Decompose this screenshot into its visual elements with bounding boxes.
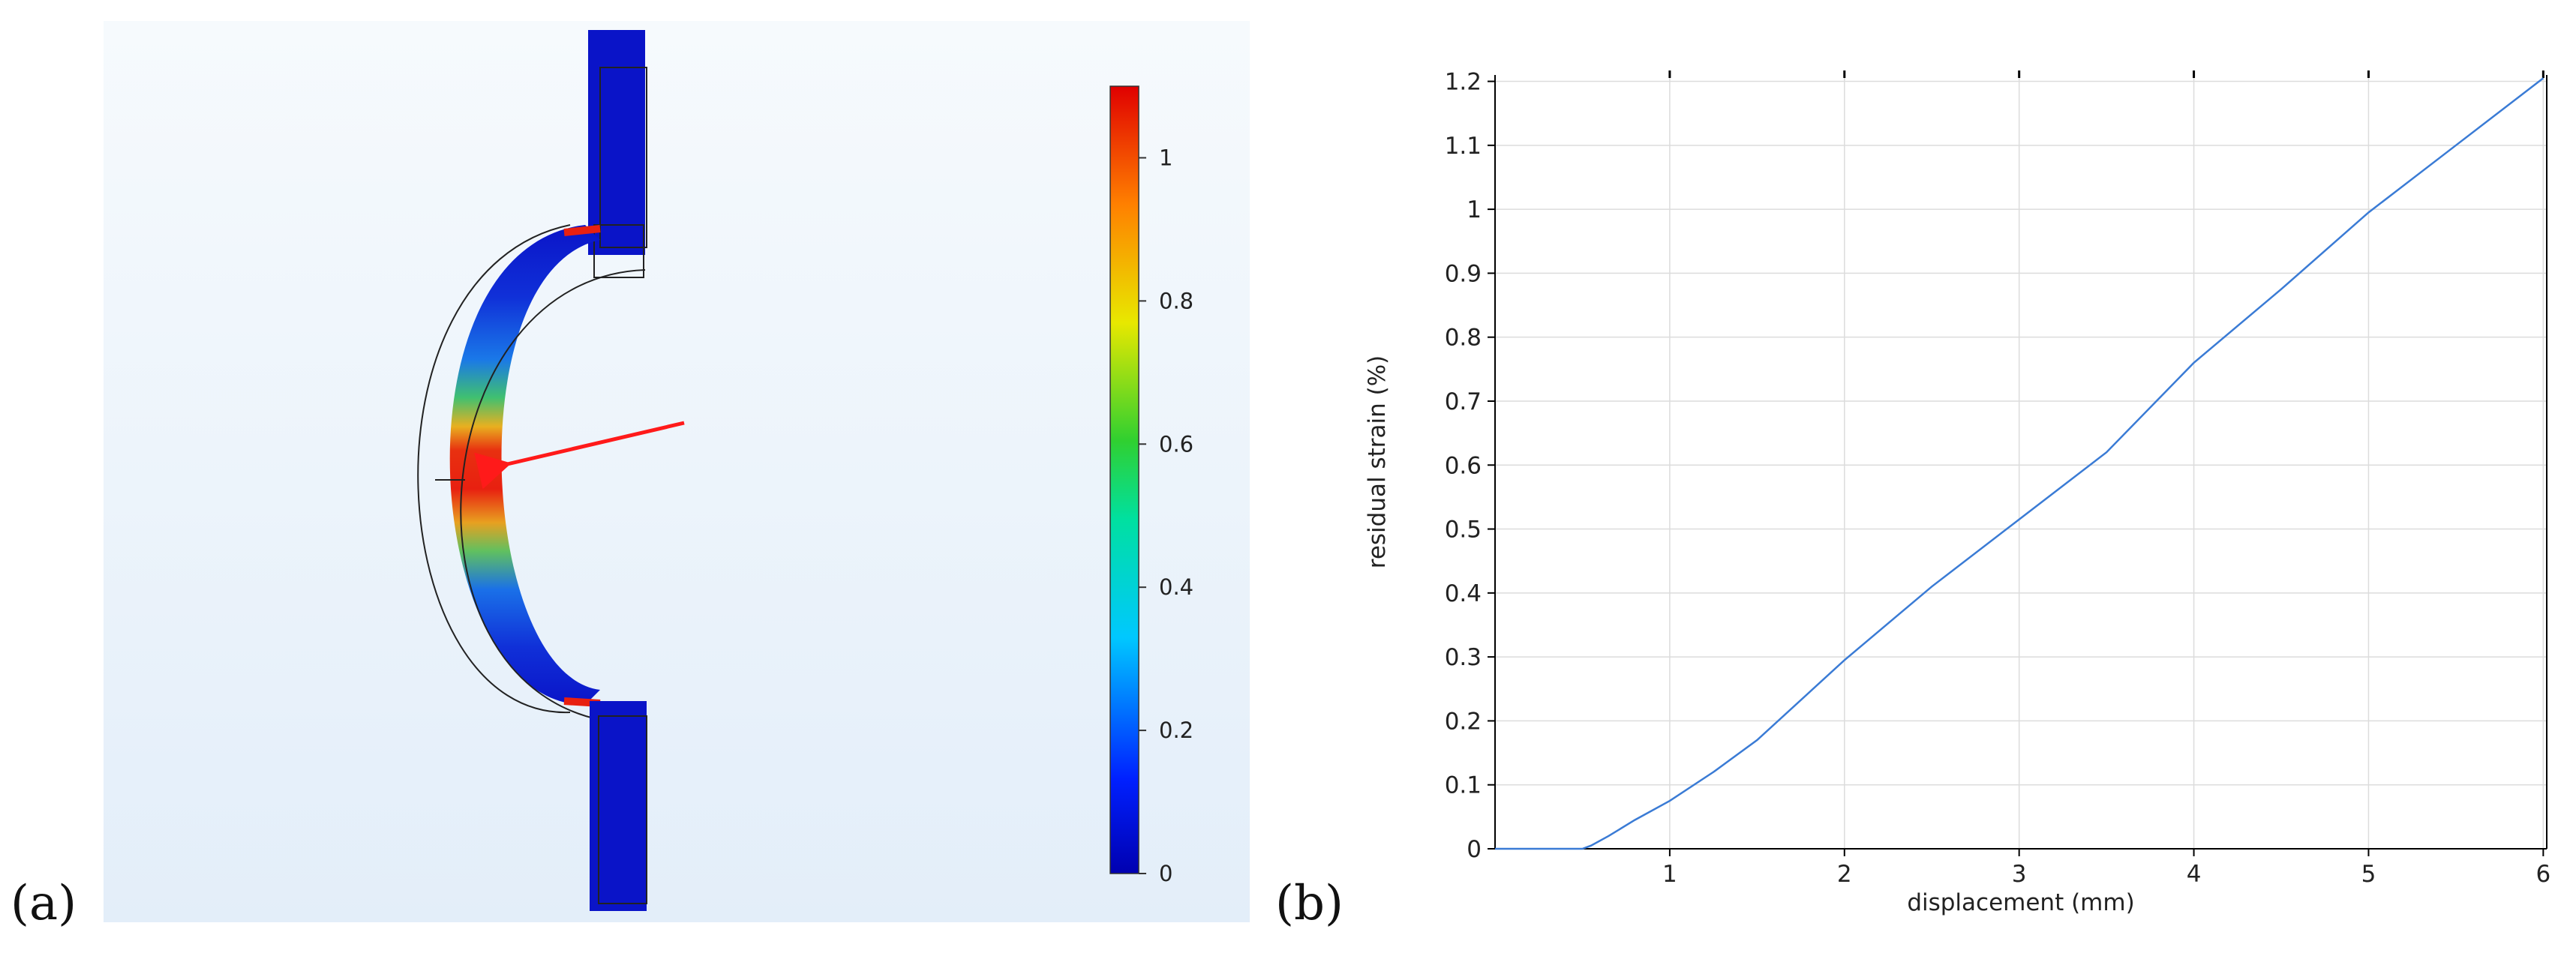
colorbar-tick-label: 0.8 xyxy=(1159,288,1193,313)
y-tick-label: 0.1 xyxy=(1445,772,1482,799)
y-tick-label: 0.7 xyxy=(1445,388,1482,415)
y-axis-title: residual strain (%) xyxy=(1364,355,1391,569)
x-tick-label: 6 xyxy=(2535,861,2550,888)
x-tick-label: 4 xyxy=(2187,861,2202,888)
y-tick-label: 0 xyxy=(1467,836,1482,863)
x-tick-label: 2 xyxy=(1837,861,1852,888)
x-tick-label: 3 xyxy=(2012,861,2027,888)
y-tick-label: 0.5 xyxy=(1445,517,1482,544)
y-tick-label: 0.6 xyxy=(1445,452,1482,479)
colorbar-tick-label: 0.2 xyxy=(1159,718,1193,743)
arch-part xyxy=(417,224,646,721)
x-axis-title: displacement (mm) xyxy=(1907,889,2134,916)
y-tick-label: 1.2 xyxy=(1445,69,1482,96)
panel-label-b: (b) xyxy=(1275,876,1344,931)
panel-label-a: (a) xyxy=(11,876,77,931)
image-background xyxy=(104,21,1250,922)
bottom-bar-part xyxy=(590,701,647,911)
y-tick-label: 1.1 xyxy=(1445,133,1482,160)
colorbar: 0 0.2 0.4 0.6 0.8 1 xyxy=(1109,85,1193,886)
fem-contour-panel: 0 0.2 0.4 0.6 0.8 1 xyxy=(104,21,1250,922)
residual-strain-series-line xyxy=(1495,77,2544,850)
top-bar-part xyxy=(588,30,647,278)
colorbar-tick-label: 0.4 xyxy=(1159,574,1193,600)
y-tick-label: 1 xyxy=(1467,196,1482,223)
x-tick-label: 1 xyxy=(1662,861,1677,888)
x-tick-label: 5 xyxy=(2361,861,2376,888)
y-tick-label: 0.3 xyxy=(1445,644,1482,671)
colorbar-tick-label: 1 xyxy=(1159,145,1172,170)
y-tick-label: 0.4 xyxy=(1445,580,1482,607)
hotspot-arrow xyxy=(474,421,685,490)
y-tick-label: 0.2 xyxy=(1445,708,1482,735)
colorbar-tick-label: 0 xyxy=(1159,861,1172,886)
y-tick-label: 0.9 xyxy=(1445,260,1482,287)
colorbar-tick-label: 0.6 xyxy=(1159,431,1193,457)
y-tick-label: 0.8 xyxy=(1445,325,1482,352)
